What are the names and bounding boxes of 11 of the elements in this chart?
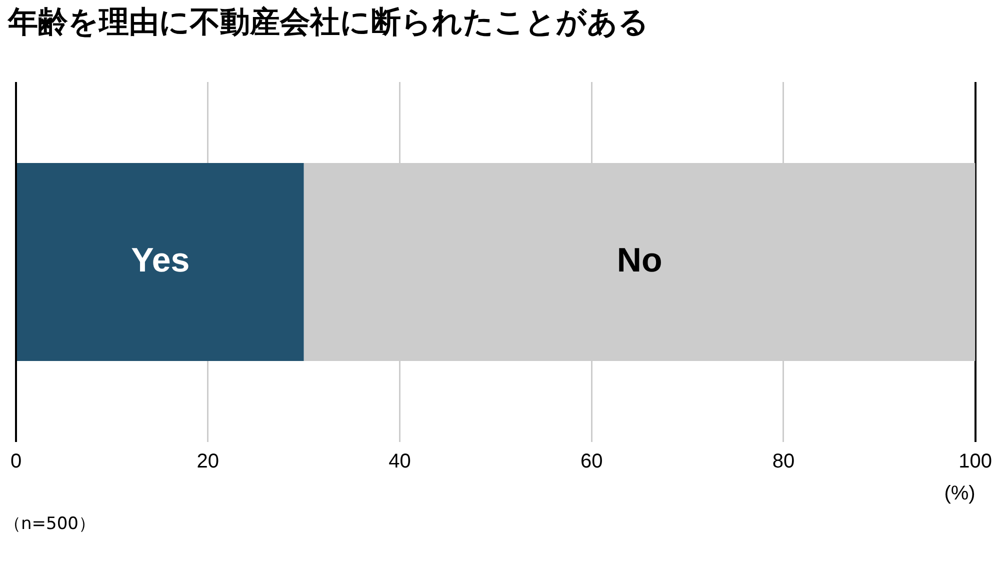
series-label: No <box>616 241 662 280</box>
x-tick-label: 60 <box>580 450 603 473</box>
series-label: Yes <box>131 241 190 280</box>
chart-title: 年齢を理由に不動産会社に断られたことがある <box>7 4 649 40</box>
text: （n=500） <box>4 513 96 535</box>
x-axis-title: (%) <box>944 482 976 505</box>
x-tick-label: 80 <box>772 450 795 473</box>
x-tick-label: 40 <box>388 450 411 473</box>
x-tick-label: 20 <box>196 450 219 473</box>
x-tick-label: 0 <box>10 450 22 473</box>
x-tick-label: 100 <box>958 450 992 473</box>
